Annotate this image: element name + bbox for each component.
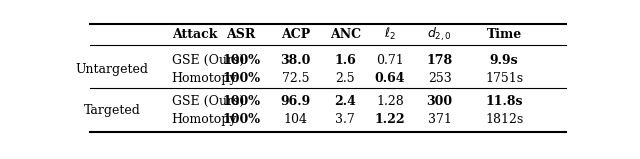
Text: 100%: 100% [222, 54, 260, 67]
Text: 2.4: 2.4 [335, 95, 356, 108]
Text: ACP: ACP [281, 28, 310, 41]
Text: 300: 300 [426, 95, 452, 108]
Text: 371: 371 [428, 113, 452, 126]
Text: Attack: Attack [172, 28, 217, 41]
Text: 1812s: 1812s [485, 113, 524, 126]
Text: 104: 104 [284, 113, 308, 126]
Text: $\ell_2$: $\ell_2$ [384, 26, 396, 42]
Text: 11.8s: 11.8s [485, 95, 523, 108]
Text: 2.5: 2.5 [335, 72, 355, 85]
Text: 1.6: 1.6 [335, 54, 356, 67]
Text: Time: Time [486, 28, 522, 41]
Text: GSE (Ours): GSE (Ours) [172, 95, 244, 108]
Text: ASR: ASR [227, 28, 256, 41]
Text: $d_{2,0}$: $d_{2,0}$ [427, 26, 452, 43]
Text: 100%: 100% [222, 72, 260, 85]
Text: 3.7: 3.7 [335, 113, 355, 126]
Text: 72.5: 72.5 [282, 72, 310, 85]
Text: Homotopy: Homotopy [172, 72, 237, 85]
Text: 96.9: 96.9 [280, 95, 311, 108]
Text: 100%: 100% [222, 113, 260, 126]
Text: GSE (Ours): GSE (Ours) [172, 54, 244, 67]
Text: 100%: 100% [222, 95, 260, 108]
Text: 1.22: 1.22 [374, 113, 405, 126]
Text: ANC: ANC [330, 28, 361, 41]
Text: 253: 253 [428, 72, 451, 85]
Text: 9.9s: 9.9s [490, 54, 518, 67]
Text: Targeted: Targeted [84, 104, 141, 117]
Text: Homotopy: Homotopy [172, 113, 237, 126]
Text: 1751s: 1751s [485, 72, 523, 85]
Text: 1.28: 1.28 [376, 95, 404, 108]
Text: 38.0: 38.0 [280, 54, 311, 67]
Text: 0.71: 0.71 [376, 54, 404, 67]
Text: Untargeted: Untargeted [76, 63, 148, 76]
Text: 0.64: 0.64 [375, 72, 405, 85]
Text: 178: 178 [426, 54, 452, 67]
